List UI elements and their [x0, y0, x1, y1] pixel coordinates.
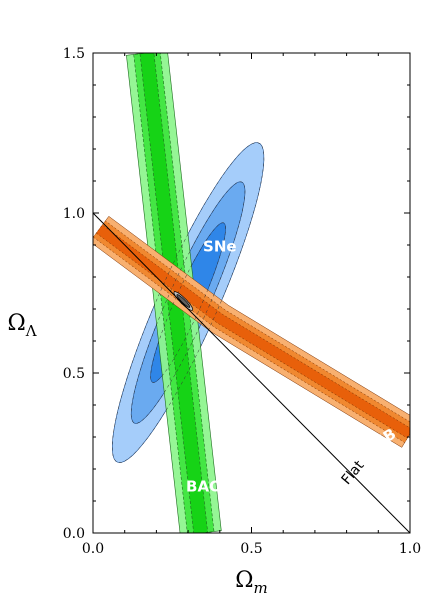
x-tick-label: 0.0: [82, 541, 104, 557]
label-flat: Flat: [339, 457, 368, 488]
y-tick-label: 1.5: [63, 46, 85, 62]
sne-outline-1: [112, 142, 265, 463]
combined-contour-2: [176, 294, 191, 308]
y-tick-label: 1.0: [63, 206, 85, 222]
y-tick-label: 0.0: [63, 526, 85, 542]
cmb-contour-3: [95, 224, 410, 439]
x-tick-label: 0.5: [240, 541, 262, 557]
y-tick-label: 0.5: [63, 366, 85, 382]
label-bao: BAO: [186, 477, 222, 495]
sne-outline-2: [130, 181, 246, 424]
x-axis-label: Ωm: [235, 568, 267, 596]
flat-line: [93, 212, 410, 533]
plot-area: [93, 53, 410, 533]
label-sne: SNe: [203, 237, 237, 255]
sne-outline-3: [150, 222, 226, 383]
y-axis-label: ΩΛ: [7, 311, 36, 340]
x-tick-label: 1.0: [399, 541, 421, 557]
y-axis-ticks: 0.0 0.5 1.0 1.5: [63, 46, 410, 542]
x-axis-ticks: 0.0 0.5 1.0: [82, 53, 421, 557]
